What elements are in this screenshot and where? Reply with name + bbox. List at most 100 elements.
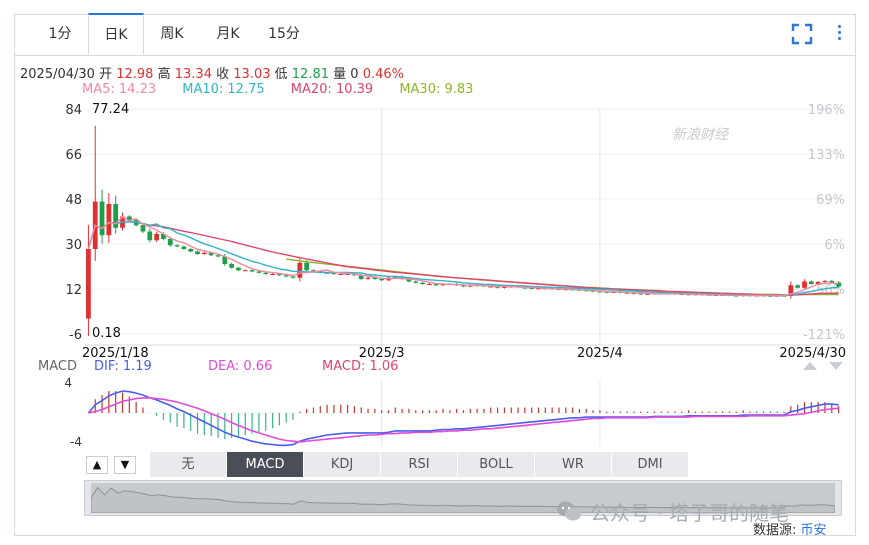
data-source: 数据源: 币安 bbox=[753, 519, 827, 538]
candle-body bbox=[263, 272, 269, 274]
indicator-dmi[interactable]: DMI bbox=[612, 452, 689, 477]
pct-tick: 6% bbox=[824, 238, 845, 253]
candle-body bbox=[406, 279, 412, 282]
indicator-rsi[interactable]: RSI bbox=[381, 452, 458, 477]
candle-body bbox=[556, 289, 562, 290]
candle-body bbox=[583, 290, 589, 292]
candle-body bbox=[597, 291, 603, 293]
macd-ytick-bottom: -4 bbox=[70, 435, 82, 449]
candle-body bbox=[229, 264, 235, 268]
source-label: 数据源: bbox=[753, 523, 797, 538]
candle-body bbox=[311, 270, 316, 272]
tab-weekly[interactable]: 周K bbox=[160, 26, 184, 42]
scroll-up-button[interactable]: ▲ bbox=[86, 456, 108, 474]
candle-body bbox=[645, 293, 651, 295]
candle-body bbox=[345, 274, 350, 275]
candle-body bbox=[502, 287, 507, 288]
candle-body bbox=[495, 286, 500, 288]
pct-tick: 196% bbox=[808, 103, 845, 118]
dif-line bbox=[87, 390, 839, 447]
open-value: 12.98 bbox=[116, 67, 154, 82]
zoom-in-arrow-icon[interactable] bbox=[803, 362, 817, 370]
candle-body bbox=[338, 274, 344, 275]
high-value: 13.34 bbox=[174, 67, 212, 82]
wechat-watermark: 公众号 · 塔子哥的随笔 bbox=[590, 501, 790, 525]
ma20-legend: MA20: 10.39 bbox=[290, 82, 374, 97]
indicator-none[interactable]: 无 bbox=[150, 452, 227, 477]
candle-body bbox=[461, 285, 466, 287]
candle-body bbox=[379, 279, 385, 281]
candle-body bbox=[433, 284, 439, 286]
max-price-label: 77.24 bbox=[92, 102, 129, 117]
candle-body bbox=[215, 255, 221, 257]
indicator-macd[interactable]: MACD bbox=[227, 452, 304, 477]
ma5-line bbox=[87, 216, 839, 297]
x-axis-label: 2025/3 bbox=[359, 346, 405, 361]
source-link[interactable]: 币安 bbox=[800, 523, 827, 538]
price-tick: 84 bbox=[65, 103, 82, 118]
candle-body bbox=[249, 270, 255, 272]
price-tick: -6 bbox=[69, 328, 82, 343]
price-tick: 66 bbox=[65, 148, 82, 163]
x-axis-label: 2025/1/18 bbox=[82, 346, 149, 361]
candle-body bbox=[822, 281, 828, 282]
candle-body bbox=[686, 294, 691, 296]
info-date: 2025/04/30 bbox=[20, 67, 95, 82]
close-value: 13.03 bbox=[233, 67, 271, 82]
scroll-down-button[interactable]: ▼ bbox=[114, 456, 136, 474]
candle-body bbox=[836, 282, 841, 287]
candle-body bbox=[529, 288, 535, 289]
candle-body bbox=[358, 275, 364, 279]
candle-body bbox=[638, 293, 644, 295]
candle-body bbox=[420, 282, 425, 284]
candle-body bbox=[399, 276, 405, 279]
macd-legend: MACD: 1.06 bbox=[322, 359, 398, 374]
indicator-wr[interactable]: WR bbox=[535, 452, 612, 477]
tab-15min[interactable]: 15分 bbox=[268, 26, 300, 42]
wechat-icon bbox=[557, 501, 581, 521]
pct-tick: 133% bbox=[808, 148, 845, 163]
candle-body bbox=[331, 272, 337, 274]
volume-value: 0 bbox=[350, 67, 359, 82]
candle-body bbox=[270, 274, 275, 275]
candle-body bbox=[522, 287, 528, 289]
candle-body bbox=[242, 270, 248, 272]
candle-body bbox=[222, 256, 228, 264]
candle-body bbox=[126, 216, 132, 221]
navigator-window[interactable] bbox=[91, 483, 835, 513]
candle-body bbox=[365, 277, 371, 279]
candle-body bbox=[624, 292, 630, 294]
fullscreen-icon[interactable] bbox=[791, 23, 813, 45]
candle-body bbox=[590, 290, 596, 292]
period-tabs: 1分 日K 周K 月K 15分 bbox=[14, 13, 856, 56]
candle-body bbox=[99, 201, 105, 236]
candle-body bbox=[802, 281, 807, 288]
candle-body bbox=[829, 281, 835, 283]
indicator-boll[interactable]: BOLL bbox=[458, 452, 535, 477]
candle-body bbox=[161, 234, 166, 239]
zoom-out-arrow-icon[interactable] bbox=[829, 362, 843, 370]
dif-legend: DIF: 1.19 bbox=[94, 359, 152, 374]
tab-daily[interactable]: 日K bbox=[88, 13, 144, 55]
dea-legend: DEA: 0.66 bbox=[208, 359, 272, 374]
open-label: 开 bbox=[99, 67, 113, 82]
candle-body bbox=[86, 249, 91, 319]
low-value: 12.81 bbox=[291, 67, 329, 82]
range-navigator[interactable] bbox=[84, 480, 842, 516]
candle-body bbox=[188, 249, 194, 252]
tab-monthly[interactable]: 月K bbox=[216, 26, 240, 42]
candle-body bbox=[488, 286, 494, 288]
close-label: 收 bbox=[216, 67, 230, 82]
candle-body bbox=[427, 284, 432, 285]
indicator-kdj[interactable]: KDJ bbox=[304, 452, 381, 477]
indicator-tabs: 无 MACD KDJ RSI BOLL WR DMI bbox=[150, 452, 690, 477]
candle-body bbox=[195, 251, 200, 254]
ma5-legend: MA5: 14.23 bbox=[82, 82, 157, 97]
tab-1min[interactable]: 1分 bbox=[48, 26, 72, 42]
more-vertical-icon[interactable] bbox=[836, 22, 842, 46]
candle-body bbox=[808, 281, 814, 284]
x-axis-label: 2025/4/30 bbox=[779, 346, 846, 361]
pct-tick: 69% bbox=[816, 193, 845, 208]
price-tick: 48 bbox=[65, 193, 82, 208]
